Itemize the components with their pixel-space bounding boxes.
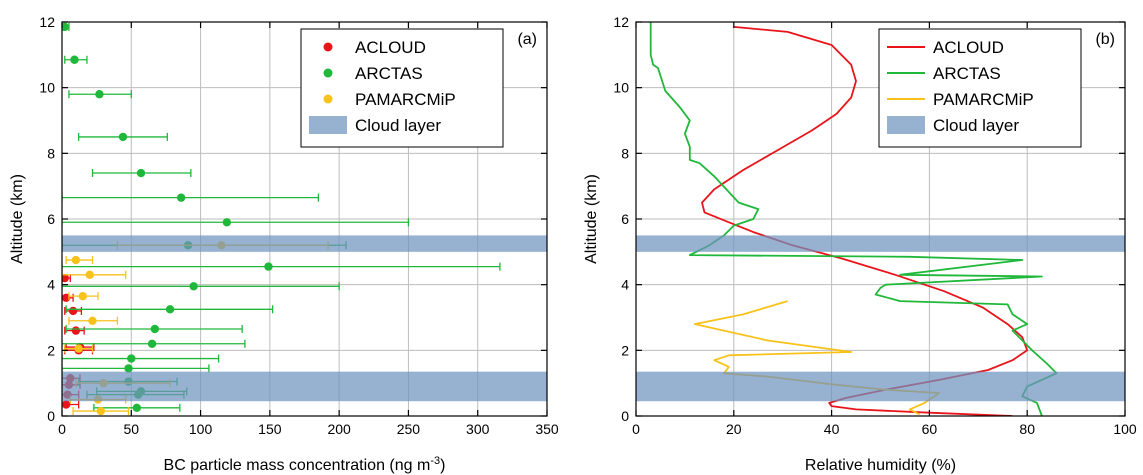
y-axis-label: Altitude (km): [583, 174, 600, 264]
x-tick-label: 300: [466, 421, 490, 437]
y-tick-label: 6: [621, 211, 629, 227]
legend-swatch-cloud: [887, 116, 925, 134]
data-point: [68, 306, 78, 316]
y-tick-label: 4: [47, 277, 55, 293]
data-point: [71, 255, 81, 265]
data-point: [62, 273, 69, 283]
legend-entry: ACLOUD: [323, 38, 426, 57]
legend: ACLOUD ARCTAS PAMARCMiP Cloud layer: [878, 28, 1082, 148]
x-tick-label: 250: [397, 421, 421, 437]
legend-label: PAMARCMiP: [933, 90, 1034, 109]
y-tick-label: 2: [47, 342, 55, 358]
legend-marker: [323, 94, 333, 104]
y-tick-label: 8: [621, 145, 629, 161]
legend-entry: ACLOUD: [887, 38, 1004, 57]
ticks: 0 50 100 150 200 250 300 350 0 2 4 6 8 10 12: [39, 14, 558, 437]
legend-entry: ARCTAS: [887, 64, 1001, 83]
x-axis-label: Relative humidity (%): [805, 457, 956, 474]
data-point: [85, 270, 94, 280]
legend-marker: [323, 68, 333, 78]
data-point: [189, 282, 198, 291]
legend-label: ACLOUD: [933, 38, 1004, 57]
y-axis-label: Altitude (km): [9, 174, 26, 264]
y-tick-label: 0: [621, 408, 629, 424]
data-point: [222, 218, 232, 227]
y-tick-label: 0: [47, 408, 55, 424]
data-point: [95, 90, 104, 99]
legend-marker: [323, 42, 333, 52]
data-point: [124, 364, 133, 373]
data-point: [78, 291, 87, 301]
legend-entry: PAMARCMiP: [323, 90, 456, 109]
data-layer: [62, 22, 547, 416]
y-tick-label: 10: [39, 80, 55, 96]
data-point: [176, 193, 186, 202]
panel-b: 0 20 40 60 80 100 0 2 4 6 8 10 12 Relative humidity (…: [583, 14, 1137, 474]
x-tick-label: 350: [535, 421, 559, 437]
data-point: [118, 132, 128, 142]
cloud-layer-band: [636, 235, 1125, 252]
x-tick-label: 200: [327, 421, 351, 437]
x-axis-label-main: BC particle mass concentration (ng m: [164, 457, 431, 474]
y-tick-label: 2: [621, 342, 629, 358]
x-tick-label: 150: [258, 421, 282, 437]
cloud-layer-band: [62, 371, 547, 402]
cloud-layer-band: [636, 371, 1125, 402]
data-point: [71, 326, 81, 335]
x-tick-label: 40: [824, 421, 840, 437]
y-tick-label: 8: [47, 145, 55, 161]
data-point: [62, 22, 69, 32]
data-point: [96, 406, 106, 416]
x-tick-label: 100: [189, 421, 213, 437]
x-tick-label: 20: [726, 421, 742, 437]
data-point: [62, 293, 71, 302]
legend-entry: Cloud layer: [309, 116, 441, 135]
data-point: [132, 403, 142, 412]
data-point: [127, 354, 136, 363]
legend-entry: PAMARCMiP: [887, 90, 1034, 109]
x-axis-label-sup: -3: [430, 455, 440, 467]
legend: ACLOUD ARCTAS PAMARCMiP Cloud layer: [300, 28, 504, 148]
legend-label: ACLOUD: [355, 38, 426, 57]
y-tick-label: 12: [613, 14, 629, 30]
data-point: [150, 324, 160, 334]
x-axis-label-end: ): [440, 457, 445, 474]
series-line: [649, 22, 1058, 416]
legend-entry: Cloud layer: [887, 116, 1019, 135]
legend-swatch-cloud: [309, 116, 347, 134]
data-point: [136, 168, 146, 178]
data-layer: [636, 22, 1125, 416]
y-tick-label: 12: [39, 14, 55, 30]
legend-label: ARCTAS: [933, 64, 1001, 83]
legend-label: Cloud layer: [933, 116, 1019, 135]
data-point: [264, 262, 273, 271]
panel-tag: (b): [1095, 31, 1115, 48]
panel-a: 0 50 100 150 200 250 300 350 0 2 4 6 8 10 12 BC particl…: [9, 14, 559, 474]
x-tick-label: 0: [632, 421, 640, 437]
y-tick-label: 10: [613, 80, 629, 96]
data-point: [165, 305, 175, 314]
cloud-layer-band: [62, 235, 547, 252]
y-tick-label: 6: [47, 211, 55, 227]
ticks: 0 20 40 60 80 100 0 2 4 6 8 10 12: [613, 14, 1136, 437]
series-arctas: [649, 22, 1058, 416]
legend-label: Cloud layer: [355, 116, 441, 135]
data-point: [70, 55, 79, 64]
legend-label: ARCTAS: [355, 64, 423, 83]
x-tick-label: 60: [922, 421, 938, 437]
data-point: [88, 316, 97, 325]
legend-label: PAMARCMiP: [355, 90, 456, 109]
y-tick-label: 4: [621, 277, 629, 293]
x-tick-label: 50: [123, 421, 139, 437]
data-point: [62, 400, 71, 409]
data-point: [74, 344, 83, 353]
data-point: [147, 339, 157, 348]
legend-entry: ARCTAS: [323, 64, 423, 83]
x-tick-label: 0: [58, 421, 66, 437]
panel-tag: (a): [517, 31, 537, 48]
x-tick-label: 100: [1113, 421, 1137, 437]
x-axis-label: BC particle mass concentration (ng m-3): [164, 455, 446, 474]
x-tick-label: 80: [1019, 421, 1035, 437]
